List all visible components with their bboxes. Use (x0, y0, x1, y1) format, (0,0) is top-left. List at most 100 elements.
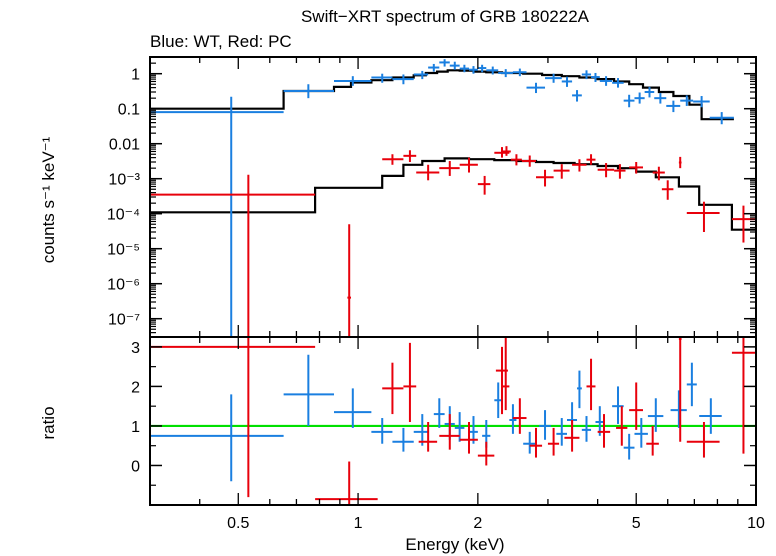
x-axis-label: Energy (keV) (405, 535, 504, 554)
y-tick-label: 10⁻³ (108, 172, 140, 189)
spectrum-wt-point (526, 82, 546, 94)
spectrum-pc-point (459, 157, 478, 173)
ratio-wt-point (150, 394, 284, 482)
ratio-pc-point (629, 382, 643, 430)
spectrum-wt-point (591, 72, 600, 82)
ratio-wt-point (670, 390, 687, 428)
spectrum-pc-point (686, 201, 720, 232)
spectrum-pc-point (416, 164, 440, 181)
y-tick-label: 10⁻⁶ (107, 277, 140, 294)
x-tick-label: 0.5 (227, 515, 249, 532)
ratio-wt-point (283, 354, 335, 426)
ratio-wt-point (371, 418, 393, 444)
ratio-y-axis-label: ratio (39, 406, 58, 439)
pc-model-step-line (150, 157, 756, 231)
ratio-series-pc (150, 337, 756, 505)
spectrum-pc-point (614, 164, 626, 179)
spectrum-pc-point (661, 180, 674, 200)
y-tick-label: 2 (131, 379, 140, 396)
chart-title: Swift−XRT spectrum of GRB 180222A (301, 7, 590, 26)
spectrum-wt-point (334, 76, 372, 86)
spectrum-wt-point (709, 112, 734, 125)
ratio-pc-point (597, 414, 611, 448)
spectrum-wt-point (477, 64, 487, 73)
spectrum-pc-point (553, 164, 570, 179)
ratio-pc-point (586, 358, 596, 411)
ratio-pc-point (678, 337, 682, 442)
spectrum-pc-point (510, 154, 522, 166)
spectrum-pc-point (521, 155, 537, 167)
ratio-wt-point (647, 398, 664, 432)
spectrum-pc-point (597, 163, 615, 178)
ratio-pc-point (382, 362, 404, 415)
ratio-pc-point (686, 421, 720, 458)
y-tick-label: 10⁻⁴ (107, 207, 140, 224)
spectrum-pc-point (150, 174, 316, 337)
spectrum-pc-point (586, 154, 596, 165)
ratio-wt-point (556, 418, 568, 446)
ratio-wt-point (581, 416, 592, 442)
spectrum-pc-point (477, 175, 491, 195)
spectrum-wt-point (654, 93, 667, 104)
ratio-pc-point (731, 337, 756, 454)
y-tick-label: 3 (131, 340, 140, 357)
spectrum-wt-point (644, 86, 655, 98)
spectrum-wt-point (498, 69, 513, 78)
ratio-pc-point (564, 420, 580, 452)
spectrum-wt-point (599, 76, 613, 86)
spectrum-series-pc (150, 146, 756, 337)
spectrum-wt-point (612, 78, 624, 88)
spectrum-wt-point (623, 94, 635, 108)
y-tick-label: 0.01 (109, 137, 140, 154)
spectrum-wt-point (572, 90, 582, 102)
y-tick-label: 0 (131, 458, 140, 475)
x-tick-labels: 0.5 1 2 5 10 (227, 515, 765, 532)
spectrum-pc-point (439, 161, 460, 176)
y-tick-label: 0.1 (118, 102, 140, 119)
spectrum-wt-point (283, 84, 335, 99)
spectrum-wt-point (545, 73, 562, 83)
spectrum-y-ticks: 1 0.1 0.01 10⁻³ 10⁻⁴ 10⁻⁵ 10⁻⁶ 10⁻⁷ (107, 62, 756, 338)
ratio-pc-point (616, 406, 628, 446)
spectrum-series-wt (150, 59, 734, 337)
spectrum-wt-point (561, 76, 573, 87)
ratio-pc-point (529, 427, 543, 458)
spectrum-pc-point (347, 224, 352, 337)
spectrum-pc-point (382, 154, 404, 165)
ratio-wt-point (523, 431, 537, 454)
ratio-wt-point (577, 370, 582, 409)
spectrum-wt-point (666, 100, 681, 113)
ratio-pc-point (646, 425, 659, 456)
spectrum-wt-point (392, 74, 414, 85)
ratio-pc-point (150, 337, 316, 498)
spectrum-wt-point (634, 92, 645, 104)
y-tick-label: 1 (131, 67, 140, 84)
ratio-wt-point (539, 410, 551, 440)
spectrum-pc-point (502, 146, 511, 156)
ratio-wt-point (623, 433, 635, 460)
ratio-pc-point (315, 461, 378, 505)
ratio-panel-data (150, 337, 756, 505)
spectrum-wt-point (459, 64, 469, 73)
x-tick-label: 5 (632, 515, 641, 532)
ratio-wt-point (413, 414, 429, 446)
spectrum-wt-point (486, 66, 499, 75)
ratio-wt-point (686, 362, 697, 407)
spectrum-wt-point (449, 61, 460, 70)
spectrum-pc-point (652, 166, 665, 181)
spectrum-wt-point (413, 70, 429, 80)
spectrum-pc-point (536, 169, 554, 187)
x-tick-label: 1 (354, 515, 363, 532)
ratio-wt-point (699, 398, 722, 434)
spectrum-wt-point (150, 96, 284, 337)
ratio-x-ticks (149, 337, 757, 505)
ratio-wt-point (634, 418, 648, 448)
ratio-panel-frame (149, 336, 757, 506)
y-tick-label: 1 (131, 419, 140, 436)
chart-subtitle: Blue: WT, Red: PC (150, 32, 292, 51)
x-tick-label: 2 (473, 515, 482, 532)
spectrum-wt-point (693, 96, 710, 108)
spectrum-y-axis-label: counts s⁻¹ keV⁻¹ (39, 136, 58, 263)
x-tick-label: 10 (747, 515, 765, 532)
